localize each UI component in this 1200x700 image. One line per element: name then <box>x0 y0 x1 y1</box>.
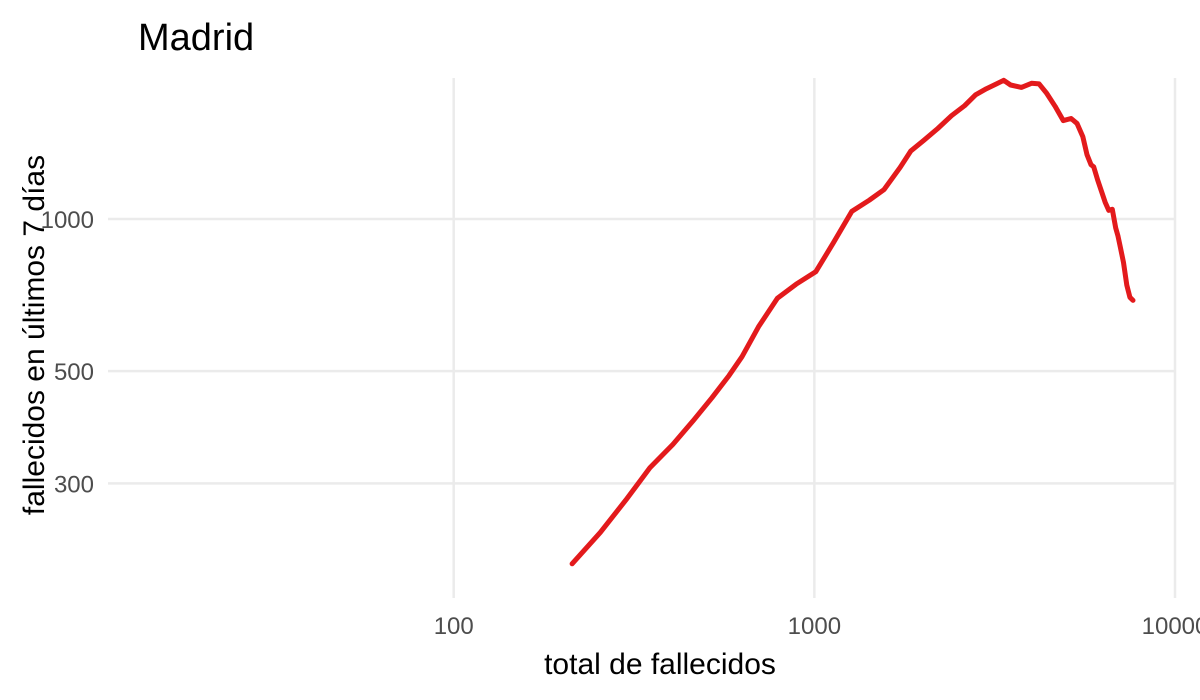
y-tick-label: 300 <box>54 471 94 498</box>
series-line <box>569 77 1136 567</box>
y-tick-label: 1000 <box>41 207 94 234</box>
y-tick-label: 500 <box>54 359 94 386</box>
grid-lines <box>108 78 1177 598</box>
x-tick-label: 10000 <box>1142 613 1200 640</box>
y-axis-ticks: 300 500 1000 <box>41 207 94 498</box>
x-axis-title: total de fallecidos <box>544 648 776 681</box>
y-axis-title: fallecidos en últimos 7 días <box>18 155 51 515</box>
x-tick-label: 100 <box>434 613 474 640</box>
chart-title: Madrid <box>138 17 254 59</box>
x-axis-ticks: 100 1000 10000 <box>434 613 1200 640</box>
x-tick-label: 1000 <box>788 613 841 640</box>
series-layer <box>569 77 1136 567</box>
